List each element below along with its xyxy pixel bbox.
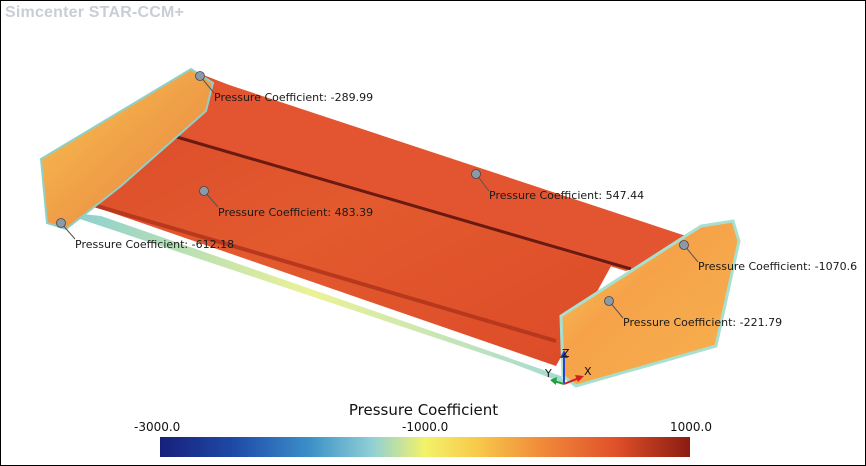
probe-4[interactable]: Pressure Coefficient: -612.18 — [56, 218, 235, 252]
probe-2[interactable]: Pressure Coefficient: 483.39 — [199, 186, 374, 220]
app-watermark: Simcenter STAR-CCM+ — [5, 4, 185, 21]
axis-z-label: Z — [562, 347, 570, 360]
probe-label: Pressure Coefficient: 547.44 — [489, 189, 644, 202]
legend-title: Pressure Coefficient — [348, 401, 499, 419]
legend-min-label: -3000.0 — [134, 420, 181, 434]
left-endplate — [39, 67, 215, 231]
legend-mid-label: -1000.0 — [402, 420, 449, 434]
probe-label: Pressure Coefficient: 483.39 — [218, 206, 373, 219]
wing-rear-element — [161, 71, 701, 271]
wing-slot-line — [155, 129, 632, 271]
probe-6[interactable]: Pressure Coefficient: -221.79 — [604, 296, 783, 330]
probe-label: Pressure Coefficient: -1070.6 — [698, 260, 857, 273]
wing-leading-edge — [45, 189, 557, 343]
legend-max-label: 1000.0 — [670, 420, 712, 434]
probe-5[interactable]: Pressure Coefficient: -1070.6 — [679, 240, 858, 274]
probe-1[interactable]: Pressure Coefficient: -289.99 — [195, 71, 374, 105]
probe-label: Pressure Coefficient: -221.79 — [623, 316, 782, 329]
axis-y-label: Y — [544, 367, 552, 380]
wing-top-surface — [43, 71, 626, 366]
legend-colorbar — [160, 437, 690, 457]
probe-3[interactable]: Pressure Coefficient: 547.44 — [471, 169, 645, 203]
probe-label: Pressure Coefficient: -612.18 — [75, 238, 234, 251]
axis-x-label: X — [584, 365, 592, 378]
probe-label: Pressure Coefficient: -289.99 — [214, 91, 373, 104]
axis-triad: Z X Y — [544, 347, 592, 385]
right-endplate — [559, 219, 741, 388]
